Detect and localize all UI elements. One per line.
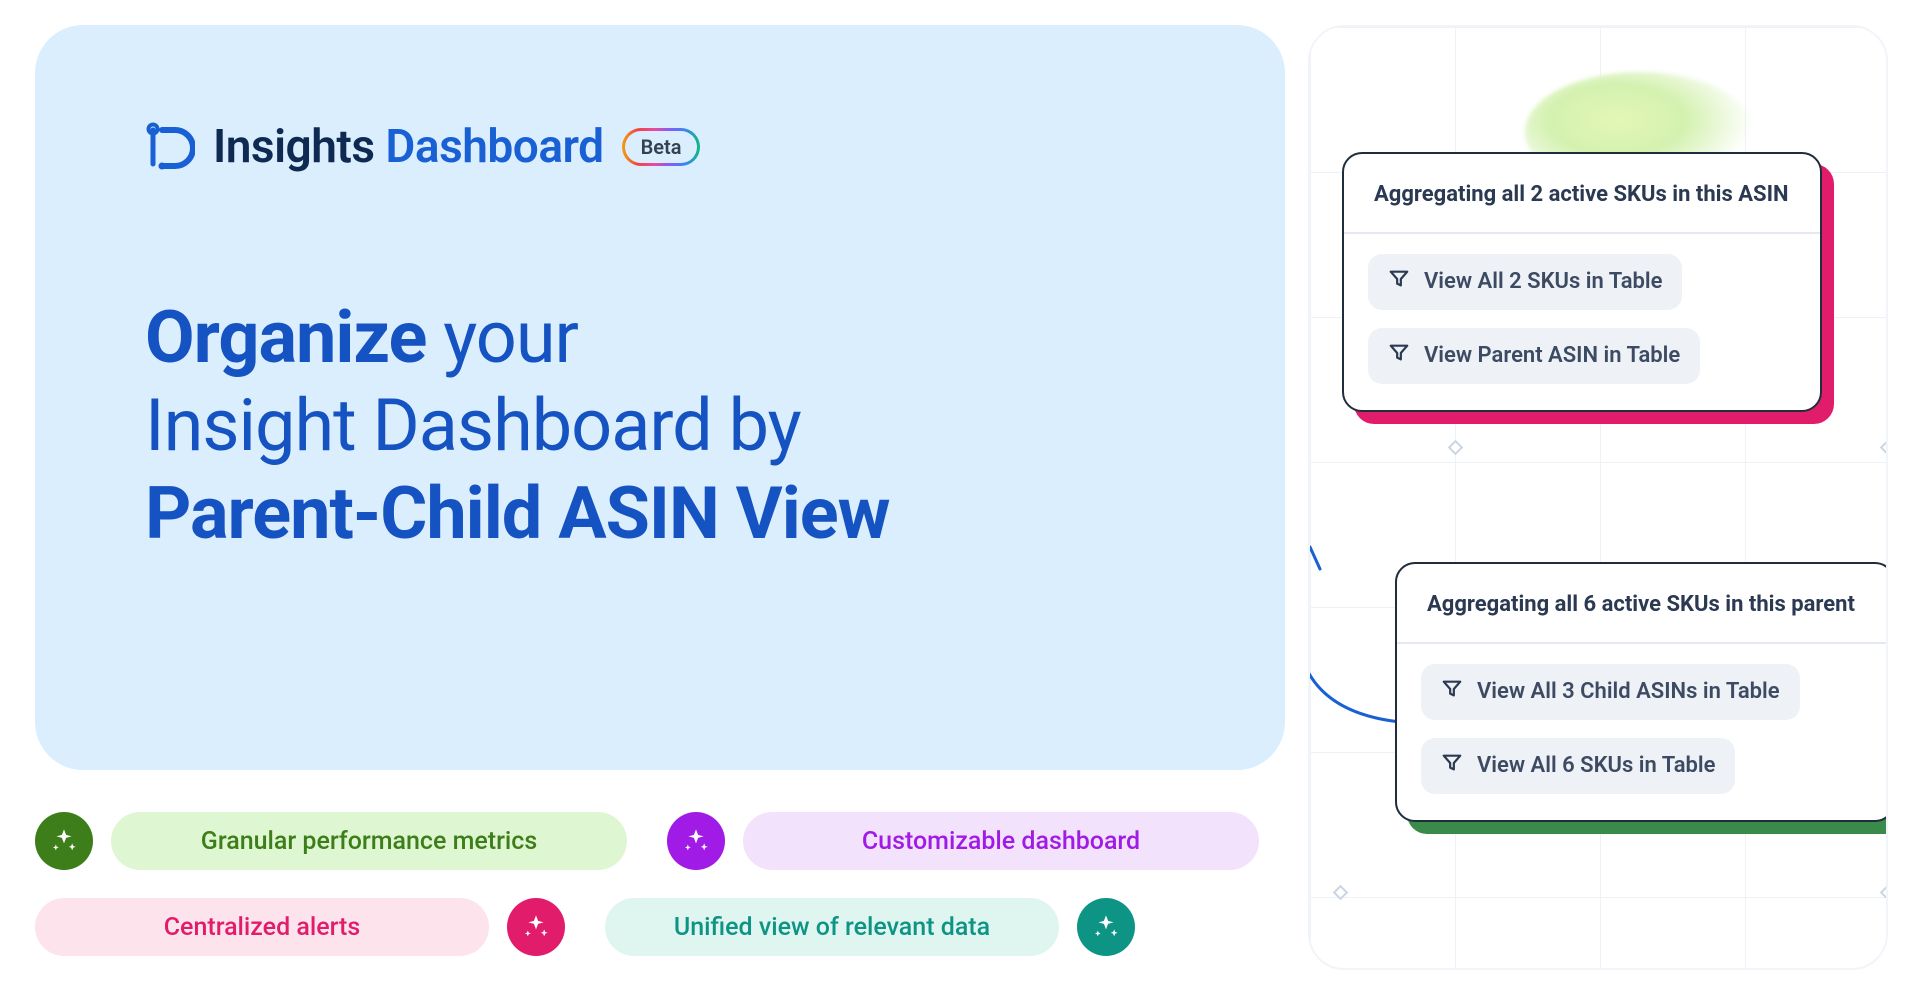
filter-icon — [1441, 752, 1463, 780]
filter-icon — [1388, 268, 1410, 296]
view-in-table-button[interactable]: View Parent ASIN in Table — [1368, 328, 1700, 384]
logo-row: Insights Dashboard Beta — [145, 120, 1175, 174]
sparkle-icon — [35, 812, 93, 870]
view-in-table-button[interactable]: View All 3 Child ASINs in Table — [1421, 664, 1800, 720]
button-label: View All 2 SKUs in Table — [1424, 269, 1662, 294]
feature-chip-label: Customizable dashboard — [743, 812, 1259, 870]
headline-word-organize: Organize — [145, 295, 426, 380]
filter-icon — [1388, 342, 1410, 370]
grid-node — [1880, 885, 1888, 901]
headline-word-your: your — [426, 295, 578, 380]
button-label: View All 3 Child ASINs in Table — [1477, 679, 1780, 704]
grid-node — [1880, 440, 1888, 456]
feature-chip: Unified view of relevant data — [605, 898, 1135, 956]
feature-chip-label: Granular performance metrics — [111, 812, 627, 870]
logo-icon — [145, 122, 195, 172]
card-asin: Aggregating all 2 active SKUs in this AS… — [1342, 152, 1822, 412]
sparkle-icon — [507, 898, 565, 956]
feature-chip: Centralized alerts — [35, 898, 565, 956]
button-label: View All 6 SKUs in Table — [1477, 753, 1715, 778]
card-parent-title: Aggregating all 6 active SKUs in this pa… — [1397, 564, 1888, 644]
feature-chips: Granular performance metrics Customizable… — [35, 812, 1285, 956]
card-parent: Aggregating all 6 active SKUs in this pa… — [1395, 562, 1888, 822]
diagram-area: Aggregating all 2 active SKUs in this AS… — [1308, 25, 1888, 970]
feature-chip: Customizable dashboard — [667, 812, 1259, 870]
logo-text: Insights Dashboard — [213, 120, 604, 174]
sparkle-icon — [667, 812, 725, 870]
hero-panel: Insights Dashboard Beta Organize your In… — [35, 25, 1285, 770]
beta-badge: Beta — [622, 128, 701, 166]
logo-word-dashboard: Dashboard — [385, 120, 603, 174]
feature-chip-label: Centralized alerts — [35, 898, 489, 956]
feature-chip: Granular performance metrics — [35, 812, 627, 870]
button-label: View Parent ASIN in Table — [1424, 343, 1680, 368]
view-in-table-button[interactable]: View All 2 SKUs in Table — [1368, 254, 1682, 310]
card-asin-title: Aggregating all 2 active SKUs in this AS… — [1344, 154, 1820, 234]
headline-line-2: Insight Dashboard by — [145, 382, 1175, 470]
card-parent-body: View All 3 Child ASINs in Table View All … — [1397, 644, 1888, 820]
headline-line-3: Parent-Child ASIN View — [145, 470, 1175, 558]
grid-node — [1448, 440, 1464, 456]
headline: Organize your Insight Dashboard by Paren… — [145, 294, 1175, 557]
filter-icon — [1441, 678, 1463, 706]
grid-node — [1333, 885, 1349, 901]
view-in-table-button[interactable]: View All 6 SKUs in Table — [1421, 738, 1735, 794]
feature-chip-label: Unified view of relevant data — [605, 898, 1059, 956]
sparkle-icon — [1077, 898, 1135, 956]
logo-word-insights: Insights — [213, 120, 374, 174]
card-asin-body: View All 2 SKUs in Table View Parent ASIN… — [1344, 234, 1820, 410]
